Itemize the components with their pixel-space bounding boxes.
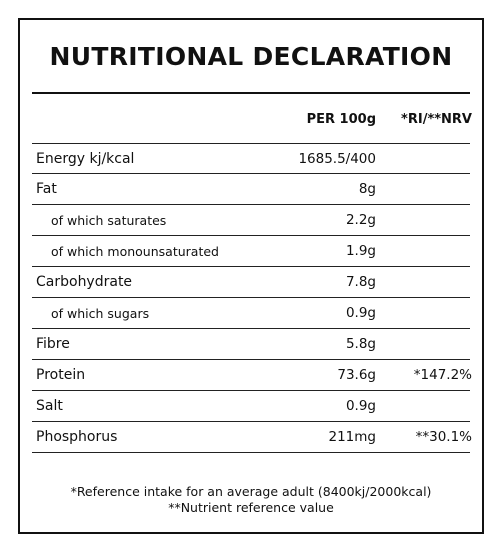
nutrient-name: Salt [36,398,63,414]
footnotes: *Reference intake for an average adult (… [20,484,482,516]
nutrient-row-sugars: of which sugars 0.9g [32,298,470,329]
nutrient-value: 0.9g [345,398,376,414]
nutrient-ri: *147.2% [413,367,472,383]
nutrient-value: 7.8g [345,274,376,290]
nutrient-name: Carbohydrate [36,274,133,290]
nutrient-name: of which monounsaturated [51,244,219,259]
nutrient-value: 1685.5/400 [298,151,376,167]
nutrient-row-fibre: Fibre 5.8g [32,329,470,360]
nutrient-row-protein: Protein 73.6g *147.2% [32,360,472,391]
nutrient-name: of which saturates [51,213,167,228]
footnote-nrv: **Nutrient reference value [168,500,334,515]
nutrient-name: of which sugars [51,306,150,321]
footnote-reference-intake: *Reference intake for an average adult (… [70,484,432,499]
nutrient-name: Fat [36,181,57,197]
nutrient-name: Fibre [36,336,70,352]
nutrient-ri: **30.1% [415,429,472,445]
nutrient-value: 8g [358,181,376,197]
nutrient-value: 211mg [328,429,377,445]
nutrient-value: 1.9g [345,243,376,259]
column-header-row: PER 100g *RI/**NRV [20,110,482,130]
label-title: NUTRITIONAL DECLARATION [49,42,453,71]
nutrient-value: 73.6g [337,367,376,383]
nutrient-row-carbohydrate: Carbohydrate 7.8g [32,267,470,298]
nutrient-table: Energy kj/kcal 1685.5/400 Fat 8g of whic… [32,143,472,453]
nutrient-row-salt: Salt 0.9g [32,391,470,422]
nutrition-label: NUTRITIONAL DECLARATION PER 100g *RI/**N… [18,18,484,534]
nutrient-row-saturates: of which saturates 2.2g [32,205,470,236]
nutrient-value: 2.2g [345,212,376,228]
nutrient-row-energy: Energy kj/kcal 1685.5/400 [32,143,470,174]
nutrient-row-phosphorus: Phosphorus 211mg **30.1% [32,422,472,453]
title-divider [32,92,470,94]
nutrient-name: Protein [36,367,86,383]
nutrient-value: 0.9g [345,305,376,321]
nutrient-name: Energy kj/kcal [36,151,135,167]
nutrient-row-fat: Fat 8g [32,174,470,205]
nutrient-row-monounsaturated: of which monounsaturated 1.9g [32,236,470,267]
column-header-per-100g: PER 100g [306,112,376,127]
nutrient-name: Phosphorus [36,429,118,445]
column-header-ri-nrv: *RI/**NRV [401,112,472,127]
nutrient-value: 5.8g [345,336,376,352]
